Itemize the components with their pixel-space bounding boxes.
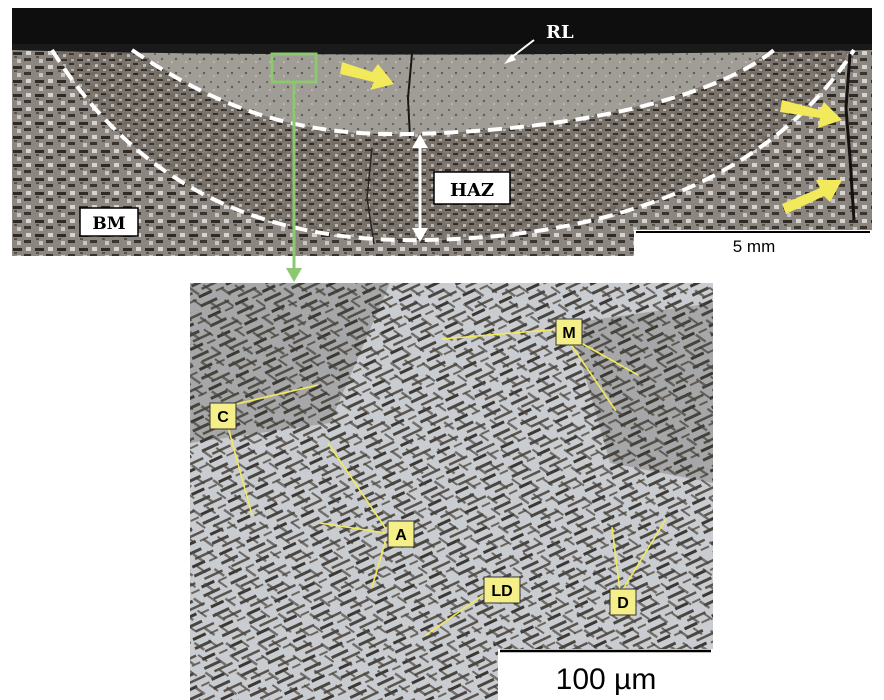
scale-bar-bg [634,230,872,256]
label-d: D [617,595,629,612]
label-a-box [387,520,415,548]
label-c: C [217,409,229,426]
label-a-group: A [387,520,415,548]
micro-scale-bar-label: 100 µm [556,663,657,696]
label-ld: LD [491,583,512,600]
fusion-boundary [130,48,776,137]
label-haz: HAZ [450,180,494,201]
haz-label-box [433,171,511,205]
label-bm: BM [92,214,125,234]
crack-line-right [844,53,856,221]
label-rl: RL [546,22,574,43]
label-a: A [395,527,407,544]
label-m-group: M [555,318,583,346]
micro-scale-bar-bg [498,649,713,700]
crack-line [406,53,413,139]
label-m: M [562,325,575,342]
label-c-group: C [209,402,237,430]
weld-bead [132,48,772,135]
haz-boundary [50,48,856,243]
connector-arrow-icon [286,268,302,282]
bm-label-box [79,207,139,237]
yellow-arrow-icon [340,62,842,214]
micrograph-svg: M C A LD D 100 µm [190,283,713,700]
label-c-box [209,402,237,430]
label-m-box [555,318,583,346]
weld-macrograph: RL HAZ BM 5 mm [12,8,872,256]
label-d-box [609,588,637,616]
scale-bar-label: 5 mm [733,237,776,256]
label-d-group: D [609,588,637,616]
macrograph-svg: RL HAZ BM 5 mm [12,8,872,256]
label-ld-group: LD [483,576,521,604]
label-ld-box [483,576,521,604]
pointer-lines [227,328,667,636]
mount-top [12,8,872,50]
micrograph: M C A LD D 100 µm [190,283,713,700]
